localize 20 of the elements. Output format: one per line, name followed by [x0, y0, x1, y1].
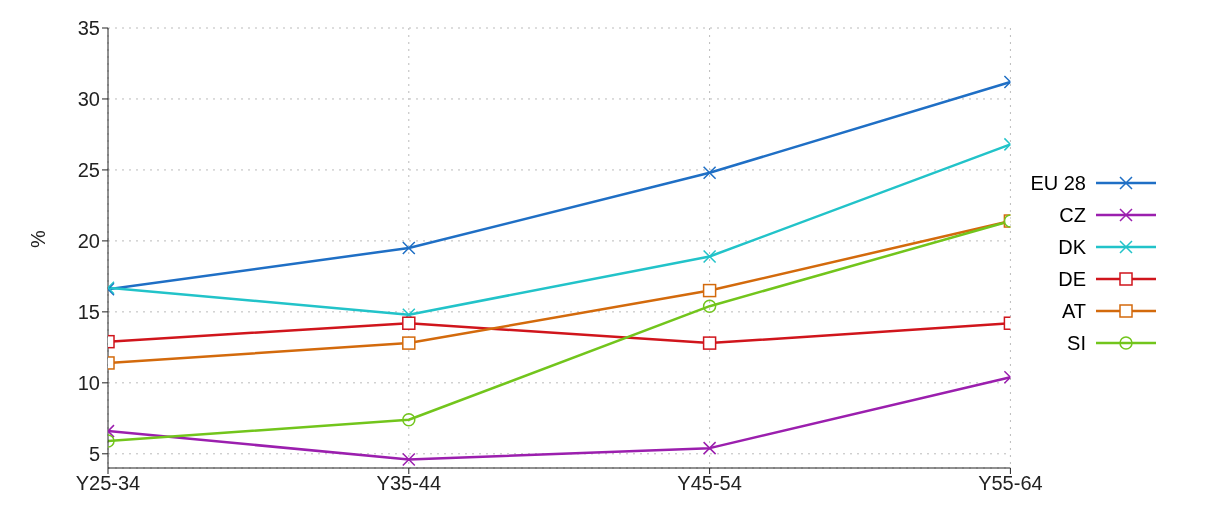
y-tick-label: 5 [88, 442, 100, 465]
x-tick-label: Y55-64 [978, 472, 1043, 495]
y-tick-label: 30 [77, 88, 100, 111]
y-tick-label: 10 [77, 371, 100, 394]
legend-label: CZ [1059, 203, 1086, 227]
y-tick-label: 20 [77, 230, 100, 252]
point [702, 299, 717, 313]
y-tick-label: 35 [77, 17, 100, 40]
point [402, 412, 416, 427]
legend-label: AT [1061, 299, 1086, 323]
legend-label: DK [1058, 235, 1086, 259]
legend-label: EU 28 [1030, 171, 1086, 195]
legend-label: SI [1067, 331, 1086, 355]
y-tick-label: 15 [77, 300, 100, 323]
y-axis-title: % [27, 230, 50, 248]
x-tick-label: Y35-44 [376, 472, 442, 495]
x-tick-label: Y45-54 [677, 472, 742, 495]
x-tick-label: Y25-34 [75, 472, 141, 495]
y-tick-label: 25 [77, 159, 100, 182]
legend-label: DE [1058, 267, 1086, 291]
